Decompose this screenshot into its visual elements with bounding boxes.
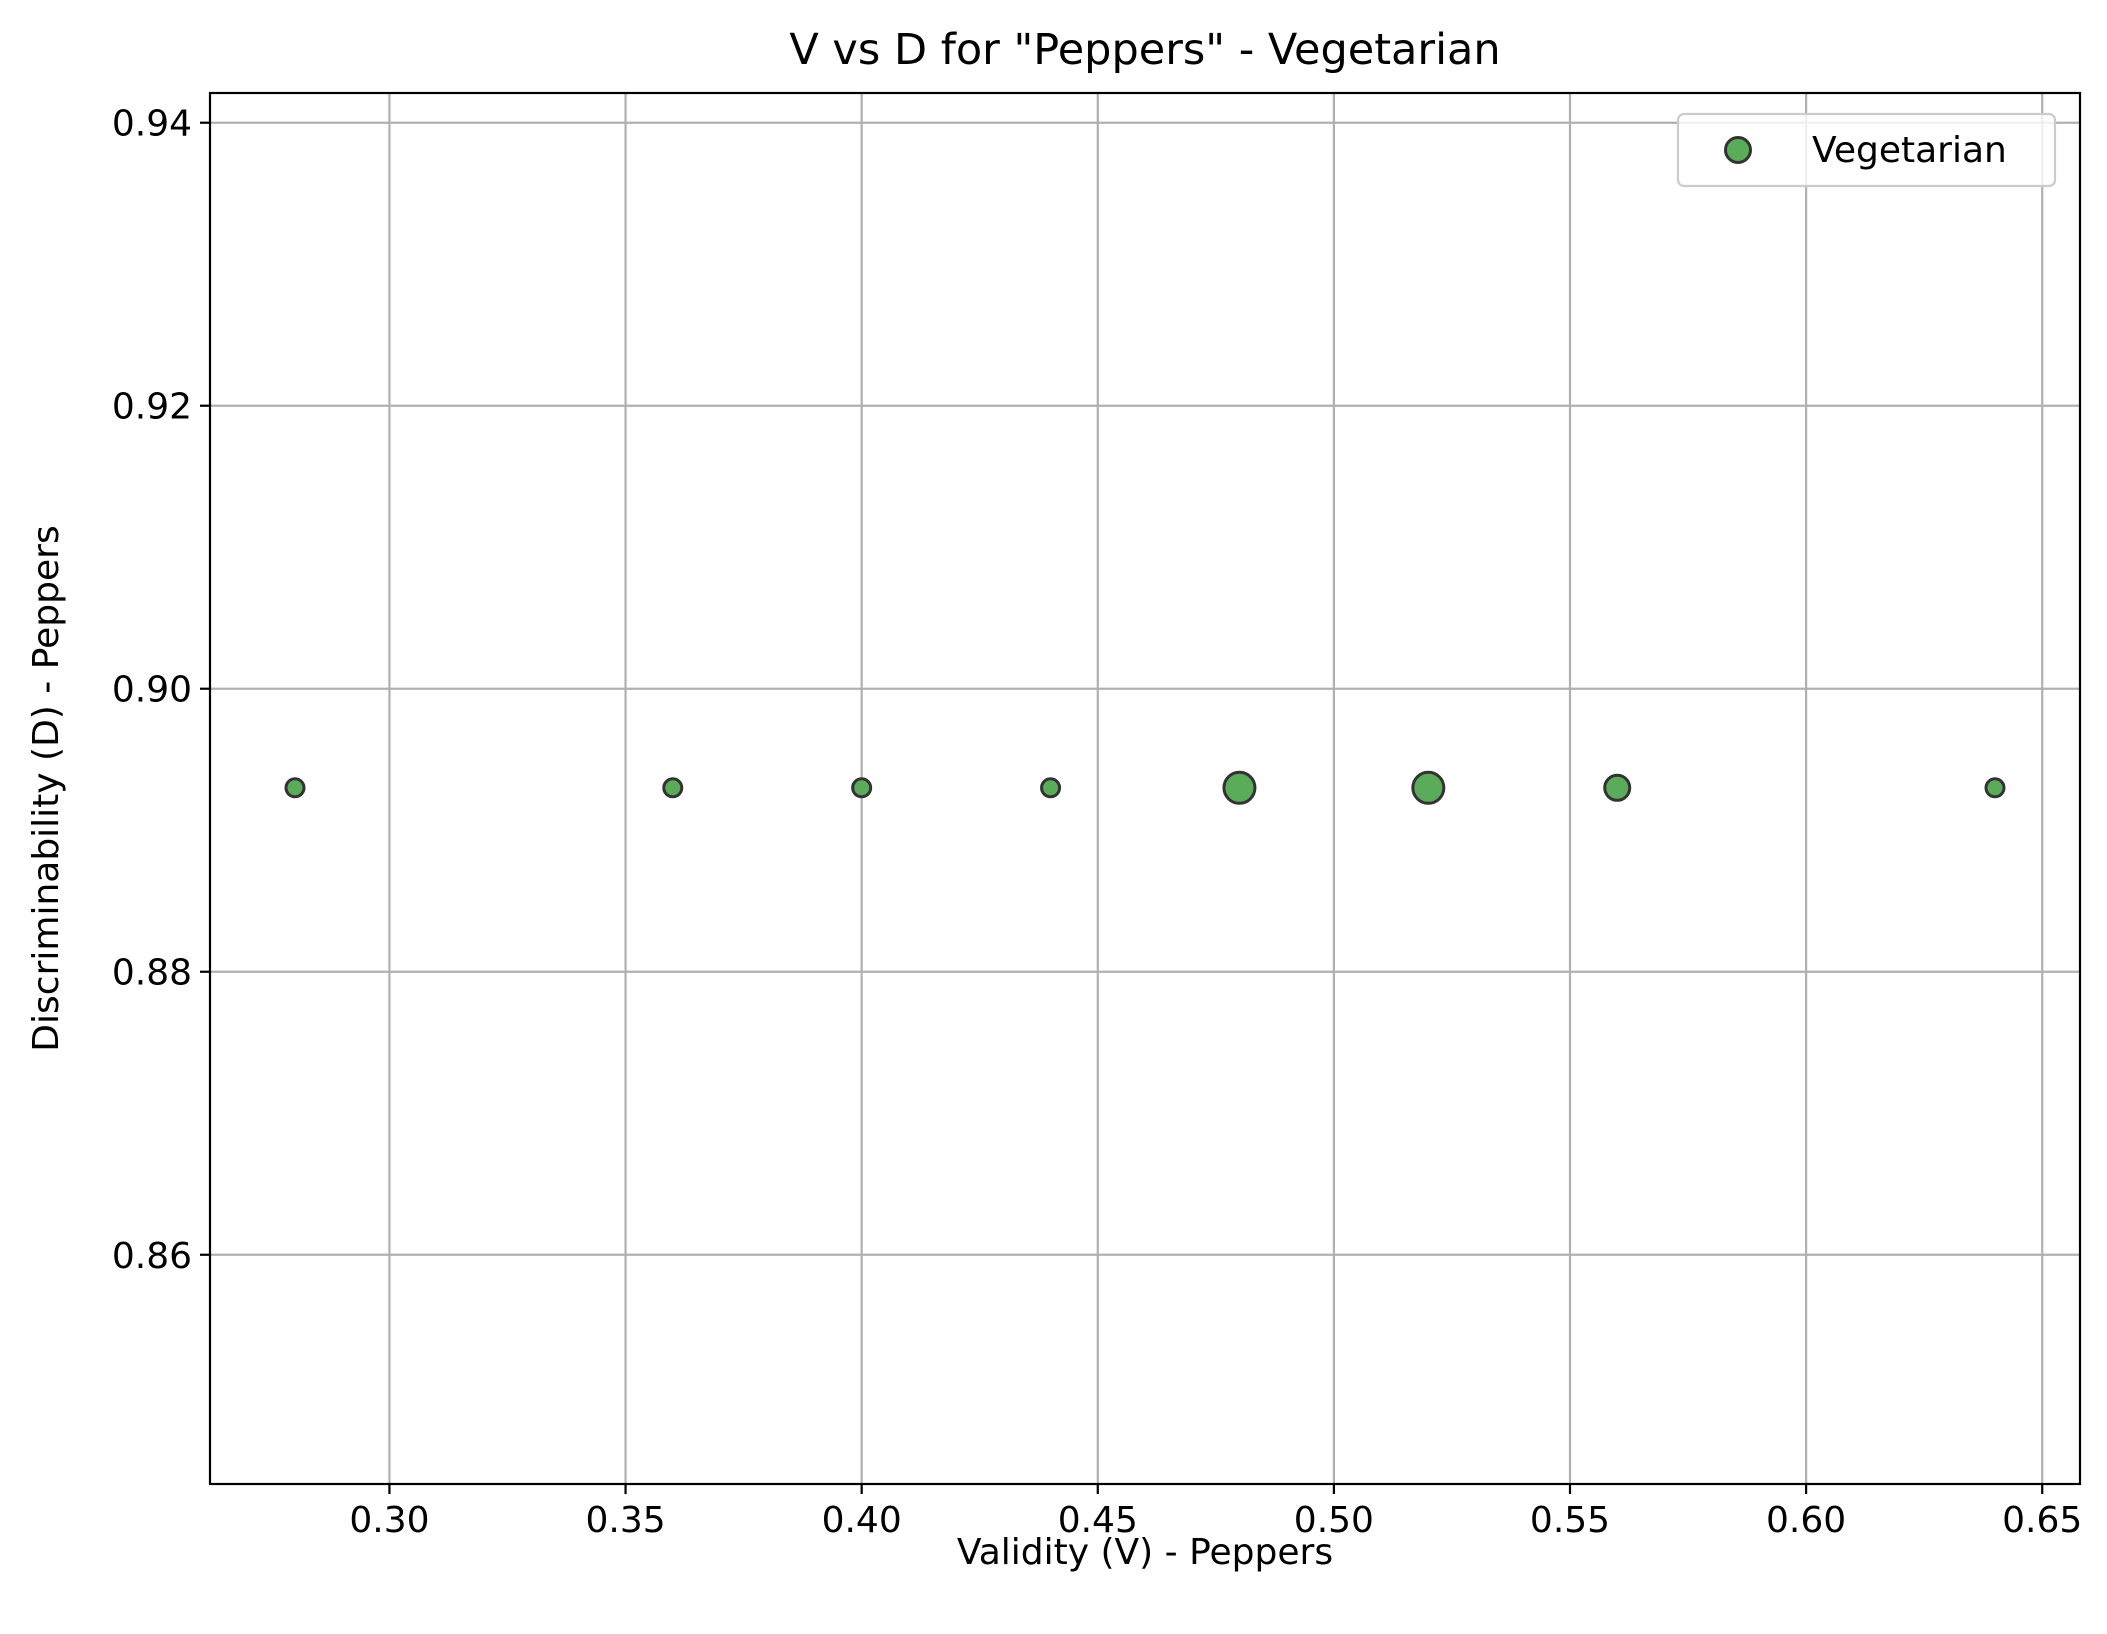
data-point <box>1984 777 2006 799</box>
x-tick-label: 0.45 <box>1058 1500 1138 1541</box>
x-tick-label: 0.55 <box>1530 1500 1610 1541</box>
x-tick-label: 0.30 <box>349 1500 429 1541</box>
legend-marker-vegetarian <box>1724 136 1752 164</box>
y-axis-label: Discriminability (D) - Peppers <box>26 525 67 1051</box>
y-tick-label: 0.88 <box>112 953 192 994</box>
y-tick-label: 0.86 <box>112 1236 192 1277</box>
legend-label-vegetarian: Vegetarian <box>1812 130 2007 171</box>
data-point <box>1603 773 1632 802</box>
x-tick-label: 0.40 <box>822 1500 902 1541</box>
y-tick-label: 0.94 <box>112 104 192 145</box>
data-point <box>662 777 684 799</box>
legend-frame <box>1676 112 2057 188</box>
y-tick-label: 0.90 <box>112 670 192 711</box>
y-axis-ticks: 0.86 0.88 0.90 0.92 0.94 <box>112 104 210 1277</box>
data-point <box>1222 770 1257 805</box>
legend: Vegetarian <box>1676 112 2057 188</box>
data-point <box>284 777 306 799</box>
data-point <box>1411 770 1446 805</box>
x-tick-label: 0.60 <box>1766 1500 1846 1541</box>
x-axis-label: Validity (V) - Peppers <box>957 1532 1333 1573</box>
axes-frame <box>208 91 2082 1486</box>
data-points <box>284 770 2006 805</box>
data-point <box>1040 777 1062 799</box>
x-axis-ticks: 0.30 0.35 0.40 0.45 0.50 0.55 0.60 0.65 <box>349 1484 2082 1541</box>
x-tick-label: 0.35 <box>585 1500 665 1541</box>
data-point <box>851 777 873 799</box>
x-tick-label: 0.50 <box>1294 1500 1374 1541</box>
y-tick-label: 0.92 <box>112 387 192 428</box>
chart-title: V vs D for "Peppers" - Vegetarian <box>789 25 1500 75</box>
x-tick-label: 0.65 <box>2002 1500 2082 1541</box>
